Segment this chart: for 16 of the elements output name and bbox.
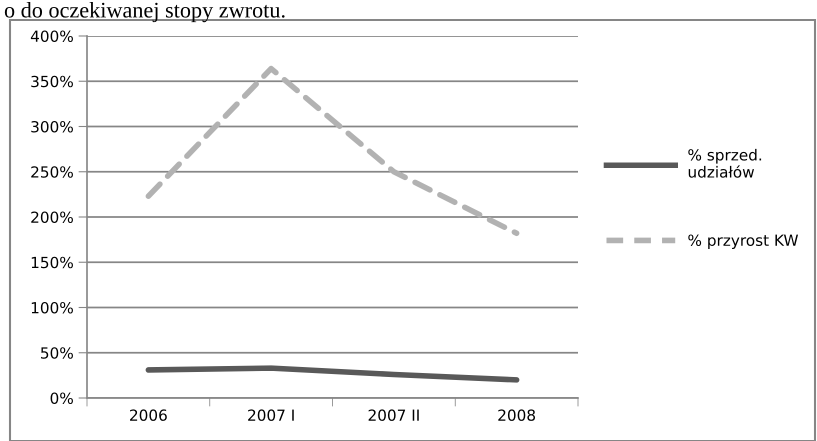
y-tick-label: 200% xyxy=(31,211,73,224)
x-tick-label: 2008 xyxy=(498,409,536,421)
y-tick-label: 100% xyxy=(32,302,73,314)
y-tick-label: 250% xyxy=(31,166,73,178)
y-tick-label: 400% xyxy=(30,30,73,42)
y-tick-label: 300% xyxy=(31,120,73,133)
legend-label: % sprzed. udziałów xyxy=(688,148,762,178)
y-tick-label: 150% xyxy=(32,256,73,268)
x-tick-label: 2007 II xyxy=(368,409,419,421)
x-tick-label: 2006 xyxy=(130,409,167,421)
y-tick-label: 50% xyxy=(41,347,73,359)
x-tick-label: 2007 I xyxy=(248,409,294,421)
text: o do oczekiwanej stopy zwrotu. xyxy=(4,2,285,22)
y-tick-label: 0% xyxy=(50,392,73,404)
y-tick-label: 350% xyxy=(31,76,73,88)
legend-label: % przyrost KW xyxy=(688,234,798,249)
